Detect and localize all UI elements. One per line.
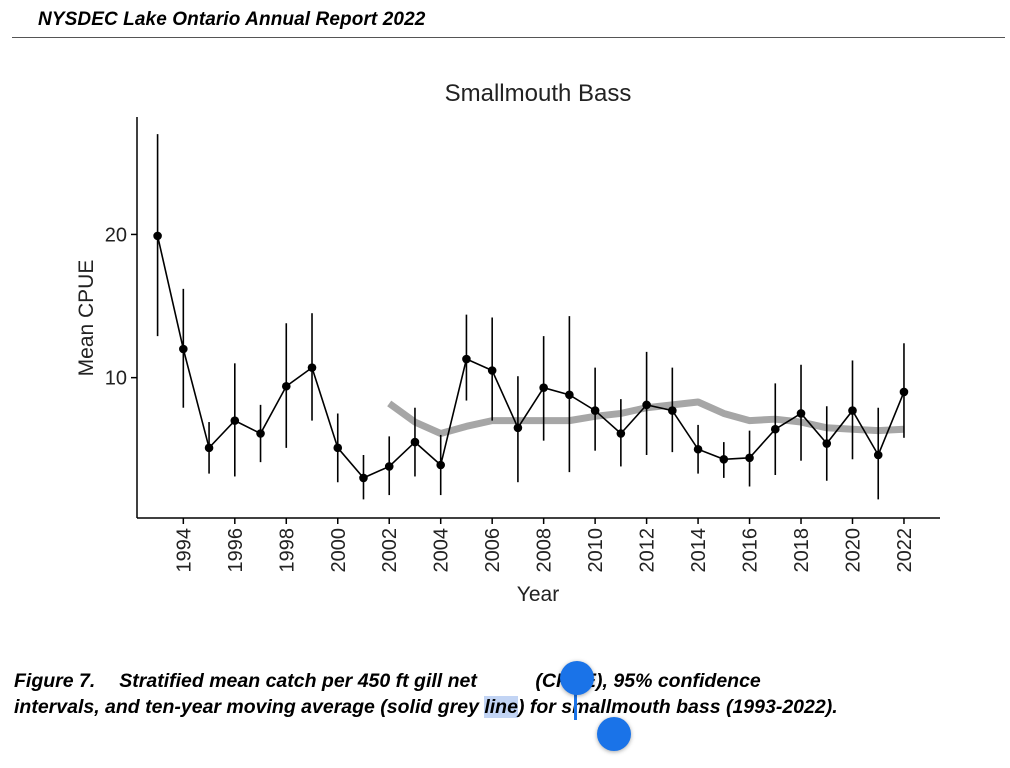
data-point	[436, 460, 445, 470]
caption-figure-label: Figure 7.	[14, 670, 96, 692]
header-divider	[12, 37, 1005, 38]
data-point	[693, 444, 703, 454]
data-point	[796, 409, 806, 418]
data-point	[873, 450, 883, 460]
data-point	[822, 439, 832, 448]
data-point	[462, 354, 471, 364]
data-point	[899, 387, 909, 397]
x-tick-label: 2012	[637, 528, 659, 573]
y-tick-label: 10	[105, 368, 127, 390]
x-tick-label: 2008	[534, 528, 556, 573]
x-axis-label: Year	[517, 583, 559, 606]
data-point	[281, 381, 291, 391]
data-point	[668, 406, 677, 415]
data-point	[153, 231, 162, 241]
x-tick-label: 2000	[328, 528, 350, 573]
selection-start-caret[interactable]	[574, 694, 577, 720]
x-axis-ticks: 1994 1996 1998 2000 2002 2004 2006 2008 2010 2012…	[173, 518, 916, 573]
x-tick-label: 2004	[431, 528, 453, 573]
data-point	[256, 429, 265, 438]
data-point	[359, 473, 368, 483]
selection-end-handle[interactable]	[597, 717, 631, 751]
data-point	[642, 400, 651, 410]
data-point	[179, 344, 188, 354]
data-point	[719, 454, 729, 464]
x-tick-label: 1996	[225, 528, 247, 573]
confidence-intervals	[156, 134, 905, 500]
x-tick-label: 1994	[173, 528, 195, 573]
data-point	[230, 416, 240, 425]
x-tick-label: 2010	[585, 528, 607, 573]
data-point	[770, 424, 780, 434]
x-tick-label: 2022	[894, 528, 916, 573]
caption-text-2a: intervals, and ten-year moving average (…	[14, 696, 485, 718]
data-point	[848, 406, 857, 415]
data-point	[487, 366, 497, 375]
data-point	[410, 437, 420, 447]
figure-caption[interactable]: Figure 7. Stratified mean catch per 450 f…	[14, 668, 1004, 720]
caption-text-2b: ) for smallmouth bass (1993-2022).	[517, 696, 838, 718]
data-point	[565, 390, 574, 400]
x-tick-label: 2002	[379, 528, 401, 573]
data-point	[513, 423, 523, 433]
mean-cpue-line	[156, 235, 905, 479]
x-tick-label: 2016	[740, 528, 762, 573]
data-point	[539, 383, 548, 392]
selection-start-handle[interactable]	[560, 661, 594, 695]
data-point	[616, 429, 626, 438]
y-axis-label: Mean CPUE	[75, 260, 98, 377]
mean-cpue-series	[153, 231, 909, 483]
x-tick-label: 2020	[842, 528, 864, 573]
caption-line-1: Figure 7. Stratified mean catch per 450 f…	[14, 668, 1004, 694]
x-tick-label: 2006	[482, 528, 504, 573]
data-point	[590, 406, 600, 415]
y-tick-label: 20	[105, 224, 127, 246]
x-tick-label: 2014	[688, 528, 710, 573]
caption-line-2: intervals, and ten-year moving average (…	[14, 694, 1004, 720]
data-point	[307, 363, 317, 372]
data-point	[204, 443, 214, 453]
report-header-title: NYSDEC Lake Ontario Annual Report 2022	[38, 9, 426, 30]
caption-selected-text[interactable]: line	[484, 696, 518, 718]
x-tick-label: 2018	[791, 528, 813, 573]
y-axis-ticks: 10 20	[105, 224, 137, 390]
data-point	[333, 443, 343, 453]
data-point	[384, 462, 394, 471]
x-tick-label: 1998	[276, 528, 298, 573]
caption-text-1a: Stratified mean catch per 450 ft gill ne…	[119, 670, 477, 692]
data-point	[745, 453, 754, 463]
smallmouth-bass-chart: Smallmouth Bass 10 20 1994 1996 1998 2000 200…	[75, 80, 940, 606]
chart-title: Smallmouth Bass	[445, 80, 632, 107]
